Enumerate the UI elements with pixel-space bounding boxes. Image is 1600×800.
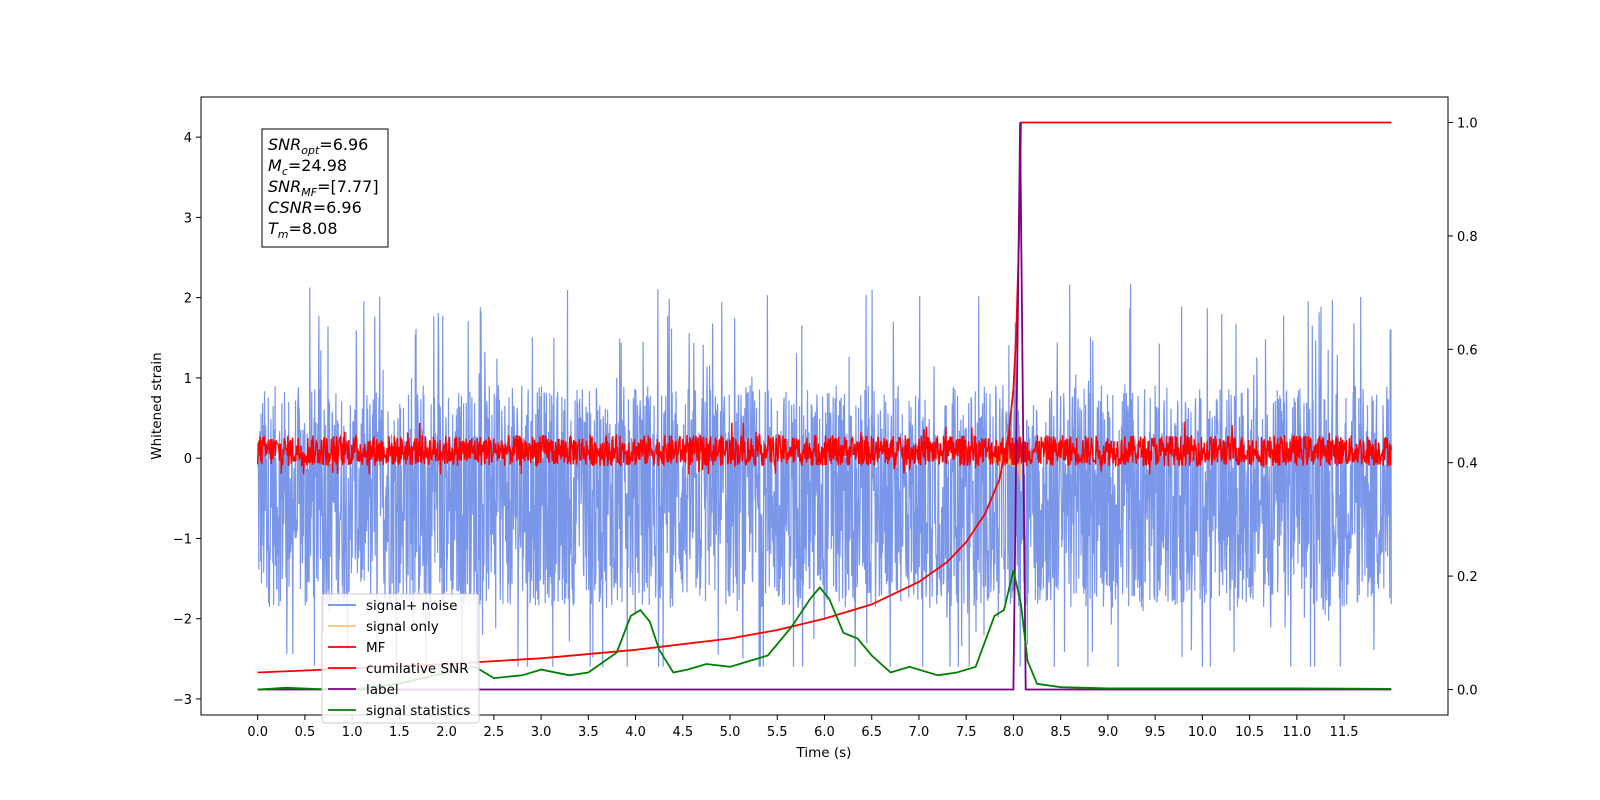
x-tick-label: 9.0 (1098, 725, 1119, 740)
x-tick-label: 5.0 (720, 725, 741, 740)
legend-label: signal statistics (366, 703, 470, 719)
x-tick-label: 1.0 (342, 725, 363, 740)
x-tick-label: 11.5 (1330, 725, 1359, 740)
legend-label: label (366, 682, 399, 698)
y-right-tick-label: 0.8 (1457, 230, 1478, 245)
series-line-5 (257, 570, 1392, 691)
series-line-3 (257, 121, 1392, 674)
x-tick-label: 4.0 (625, 725, 646, 740)
legend: signal+ noise signal only MF cumilative SNR… (321, 593, 480, 724)
x-tick-label: 8.0 (1003, 725, 1024, 740)
legend-label: MF (366, 640, 385, 656)
x-tick-label: 6.0 (814, 725, 835, 740)
x-tick-label: 7.0 (909, 725, 930, 740)
info-lines: SNRopt=6.96Mc=24.98SNRMF=[7.77]CSNR=6.96… (268, 135, 379, 241)
x-tick-label: 1.5 (389, 725, 410, 740)
x-axis-label: Time (s) (796, 745, 852, 761)
y-right-tick-label: 0.6 (1457, 343, 1478, 358)
y-left-tick-label: −3 (173, 693, 192, 708)
series-line-4 (257, 122, 1392, 691)
x-tick-label: 0.5 (295, 725, 316, 740)
x-tick-label: 10.0 (1188, 725, 1217, 740)
x-tick-label: 2.0 (436, 725, 457, 740)
x-tick-label: 4.5 (672, 725, 693, 740)
legend-label: cumilative SNR (366, 661, 469, 677)
y-left-tick-label: −1 (173, 532, 192, 547)
series-line-0 (257, 284, 1392, 667)
x-tick-label: 5.5 (767, 725, 788, 740)
y-left-tick-label: 3 (184, 211, 192, 226)
y-left-tick-label: 4 (184, 131, 192, 146)
y-left-tick-label: 0 (184, 452, 192, 467)
info-line: Mc=24.98 (268, 156, 347, 178)
y-right-tick-label: 0.4 (1457, 457, 1478, 472)
x-tick-label: 0.0 (247, 725, 268, 740)
plot-area (257, 121, 1392, 691)
legend-frame (321, 593, 480, 724)
info-line: CSNR=6.96 (268, 198, 362, 217)
x-tick-label: 7.5 (956, 725, 977, 740)
y-left-tick-label: −2 (173, 613, 192, 628)
y-left-tick-label: 1 (184, 372, 192, 387)
x-tick-label: 6.5 (861, 725, 882, 740)
info-line: SNRopt=6.96 (268, 135, 368, 157)
legend-items: signal+ noise signal only MF cumilative SNR… (328, 598, 470, 719)
axes-ticks: 0.0 0.5 1.0 1.5 2.0 2.5 3.0 3.5 4.0 4.5 5.0 5.5 6.0 6… (173, 117, 1478, 740)
legend-label: signal only (366, 619, 439, 635)
x-tick-label: 10.5 (1235, 725, 1264, 740)
x-tick-label: 3.5 (578, 725, 599, 740)
y-right-tick-label: 1.0 (1457, 117, 1478, 132)
info-box: SNRopt=6.96Mc=24.98SNRMF=[7.77]CSNR=6.96… (261, 128, 389, 248)
x-tick-label: 2.5 (484, 725, 505, 740)
info-box-frame (261, 128, 389, 248)
x-tick-label: 8.5 (1050, 725, 1071, 740)
series-line-2 (257, 421, 1392, 475)
info-line: Tm=8.08 (268, 219, 338, 241)
y-right-tick-label: 0.2 (1457, 570, 1478, 585)
y-left-tick-label: 2 (184, 292, 192, 307)
x-tick-label: 9.5 (1145, 725, 1166, 740)
x-tick-label: 3.0 (531, 725, 552, 740)
y-axis-label: Whitened strain (149, 352, 165, 459)
legend-label: signal+ noise (366, 598, 457, 614)
info-line: SNRMF=[7.77] (268, 177, 379, 199)
y-right-tick-label: 0.0 (1457, 683, 1478, 698)
x-tick-label: 11.0 (1282, 725, 1311, 740)
